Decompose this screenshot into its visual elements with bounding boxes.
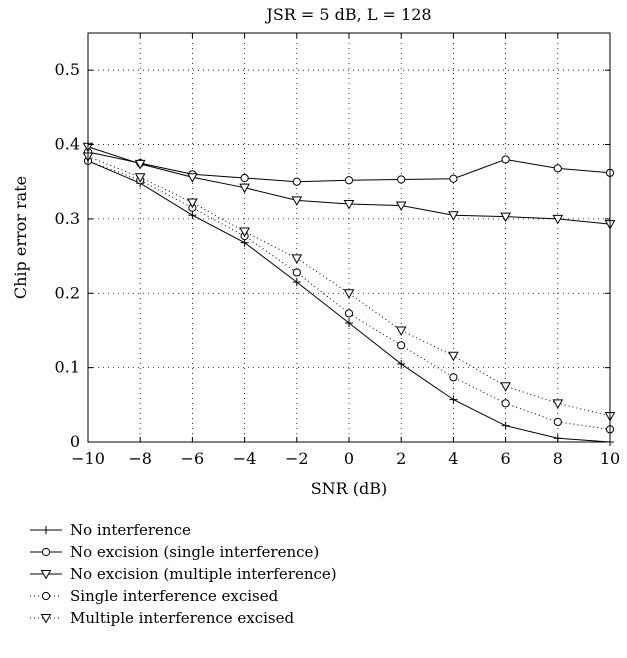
data-point-circle bbox=[553, 417, 562, 427]
chart-title: JSR = 5 dB, L = 128 bbox=[264, 5, 431, 24]
data-point-plus bbox=[188, 211, 197, 220]
x-tick-label: 8 bbox=[553, 449, 563, 468]
legend-label: Single interference excised bbox=[70, 587, 279, 605]
y-tick-label: 0.2 bbox=[55, 283, 80, 302]
data-point-triangle bbox=[395, 326, 407, 336]
data-point-triangle bbox=[187, 173, 198, 183]
y-tick-label: 0.5 bbox=[55, 60, 80, 79]
data-point-triangle bbox=[291, 254, 303, 264]
legend-label: No excision (multiple interference) bbox=[70, 565, 337, 583]
data-point-circle bbox=[41, 591, 51, 601]
x-tick-label: −10 bbox=[71, 449, 105, 468]
data-point-circle bbox=[292, 268, 301, 277]
data-point-triangle bbox=[395, 201, 407, 212]
data-point-triangle bbox=[134, 173, 146, 183]
data-point-triangle bbox=[239, 227, 250, 238]
y-tick-label: 0.1 bbox=[55, 358, 80, 377]
data-point-triangle bbox=[552, 214, 564, 225]
legend-label: No interference bbox=[70, 521, 191, 539]
legend-item: No excision (multiple interference) bbox=[30, 565, 337, 583]
data-point-triangle bbox=[187, 198, 198, 209]
x-tick-label: −2 bbox=[285, 449, 309, 468]
x-tick-label: −4 bbox=[233, 449, 257, 468]
data-point-circle bbox=[397, 341, 406, 350]
legend-item: No excision (single interference) bbox=[30, 543, 319, 561]
legend-item: Multiple interference excised bbox=[30, 609, 295, 627]
x-tick-label: −8 bbox=[128, 449, 152, 468]
x-tick-label: −6 bbox=[181, 449, 205, 468]
data-point-circle bbox=[449, 373, 458, 382]
data-point-triangle bbox=[448, 351, 459, 362]
x-tick-label: 6 bbox=[501, 449, 511, 468]
data-point-circle bbox=[397, 175, 406, 184]
data-point-triangle bbox=[343, 289, 355, 299]
legend-label: No excision (single interference) bbox=[70, 543, 319, 561]
data-point-triangle bbox=[291, 196, 303, 206]
legend: No interference No excision (single inter… bbox=[30, 521, 337, 627]
data-point-circle bbox=[344, 309, 354, 318]
y-tick-label: 0.4 bbox=[55, 135, 80, 154]
data-point-plus bbox=[292, 278, 301, 287]
y-axis-label: Chip error rate bbox=[11, 176, 30, 299]
data-point-triangle bbox=[500, 382, 511, 392]
data-point-triangle bbox=[40, 570, 52, 580]
legend-label: Multiple interference excised bbox=[70, 609, 295, 627]
data-point-plus bbox=[501, 421, 510, 430]
data-point-circle bbox=[501, 155, 510, 164]
x-tick-label: 4 bbox=[448, 449, 458, 468]
data-point-circle bbox=[501, 399, 510, 408]
data-point-circle bbox=[449, 174, 458, 183]
data-point-triangle bbox=[448, 211, 459, 221]
data-point-triangle bbox=[239, 183, 250, 194]
x-tick-label: 0 bbox=[344, 449, 354, 468]
data-point-triangle bbox=[552, 399, 564, 409]
data-point-plus bbox=[345, 319, 353, 328]
data-point-plus bbox=[42, 526, 50, 534]
ticks: −10 −8 −6 −4 −2 0 2 4 6 8 10 0 0.1 0.2 0.3 0.4 0.5 bbox=[55, 33, 620, 468]
data-point-plus bbox=[449, 395, 458, 404]
legend-item: No interference bbox=[30, 521, 191, 539]
series-line bbox=[87, 155, 611, 417]
data-point-triangle bbox=[343, 200, 355, 210]
y-tick-label: 0 bbox=[70, 432, 80, 451]
data-point-plus bbox=[397, 359, 406, 368]
data-point-circle bbox=[41, 547, 51, 557]
data-point-circle bbox=[292, 177, 301, 186]
data-point-triangle bbox=[134, 159, 146, 170]
x-tick-label: 2 bbox=[396, 449, 406, 468]
data-point-circle bbox=[344, 176, 354, 185]
data-point-circle bbox=[240, 173, 249, 183]
data-point-triangle bbox=[500, 212, 511, 223]
y-tick-label: 0.3 bbox=[55, 209, 80, 228]
legend-item: Single interference excised bbox=[30, 587, 279, 605]
x-axis-label: SNR (dB) bbox=[311, 479, 388, 498]
x-tick-label: 10 bbox=[600, 449, 620, 468]
data-point-triangle bbox=[40, 614, 52, 624]
data-point-circle bbox=[553, 164, 562, 173]
